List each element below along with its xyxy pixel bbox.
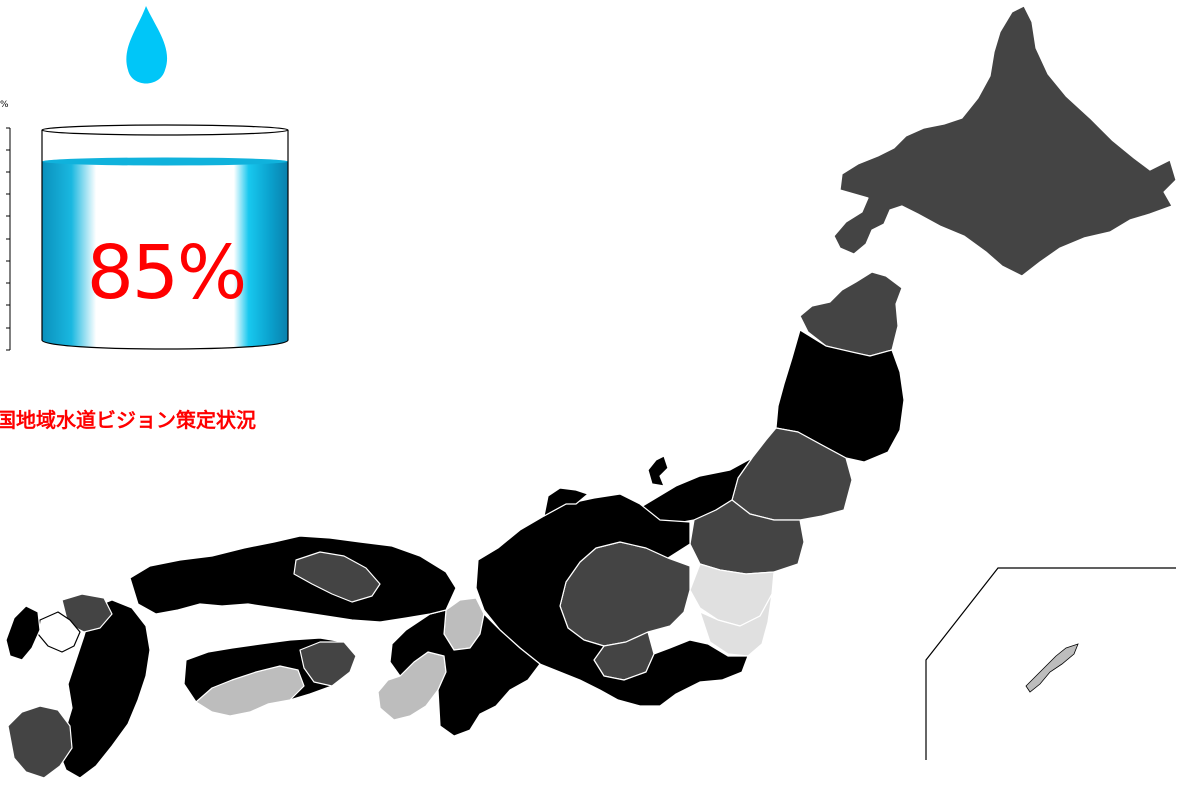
region-kagoshima bbox=[7, 705, 73, 779]
region-okinawa bbox=[1025, 643, 1079, 693]
tank-rim bbox=[41, 124, 289, 136]
region-iwate-akita bbox=[775, 329, 905, 463]
region-kinki-black bbox=[389, 609, 541, 737]
gauge-unit-label: % bbox=[0, 100, 9, 110]
japan-map bbox=[5, 5, 1177, 779]
region-sado-island bbox=[647, 455, 669, 487]
region-noto bbox=[543, 487, 589, 517]
region-tokushima bbox=[299, 641, 357, 687]
water-drop-icon bbox=[126, 6, 168, 84]
region-chubu-black bbox=[475, 493, 749, 707]
tank-fill bbox=[42, 161, 288, 349]
region-hokkaido bbox=[833, 5, 1177, 277]
region-chiba bbox=[699, 593, 773, 657]
inset-frame bbox=[925, 567, 1176, 760]
gauge-percent-label: 85% bbox=[86, 230, 247, 316]
region-kochi bbox=[195, 665, 305, 717]
region-saga-nagasaki bbox=[37, 611, 81, 653]
tank-water-surface bbox=[42, 157, 288, 166]
okinawa-inset bbox=[925, 567, 1176, 760]
map-title: 国地域水道ビジョン策定状況 bbox=[0, 408, 256, 432]
region-tottori-okayama bbox=[293, 551, 381, 603]
gauge-scale bbox=[6, 127, 11, 351]
tank-outline bbox=[41, 130, 289, 350]
region-kyushu-black bbox=[57, 599, 151, 779]
region-nagasaki-peninsula bbox=[5, 605, 41, 661]
region-chugoku bbox=[129, 535, 457, 623]
water-tank-gauge bbox=[41, 124, 289, 350]
